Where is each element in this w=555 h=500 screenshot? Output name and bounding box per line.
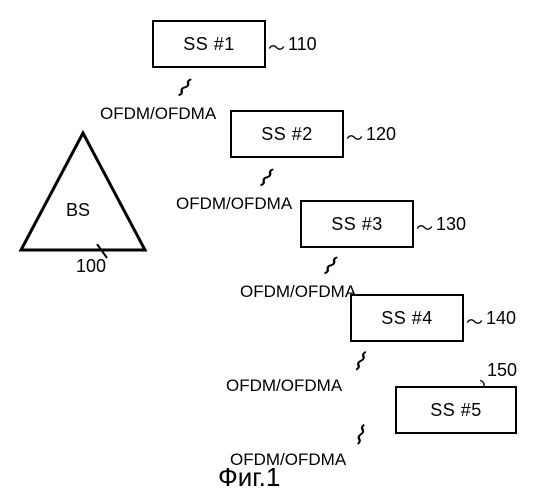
bs-ref: 100 — [76, 256, 106, 277]
signal-icon: ⌇ — [317, 251, 340, 280]
signal-icon: ⌇ — [349, 347, 368, 375]
ss3-ref: 130 — [436, 214, 466, 235]
ss5-label: SS #5 — [430, 400, 482, 421]
link3-label: OFDM/OFDMA — [240, 282, 356, 302]
ss2-ref: 120 — [366, 124, 396, 145]
signal-icon: ⌇ — [351, 421, 366, 448]
bs-label: BS — [66, 200, 90, 221]
bs-node — [18, 130, 148, 260]
ss4-node: SS #4 — [350, 294, 464, 342]
ss1-curly: 〜 — [268, 34, 285, 59]
ss2-label: SS #2 — [261, 124, 313, 145]
ss1-node: SS #1 — [152, 20, 266, 68]
ss2-curly: 〜 — [346, 124, 363, 149]
ss1-label: SS #1 — [183, 34, 235, 55]
ss3-label: SS #3 — [331, 214, 383, 235]
signal-icon: ⌇ — [253, 163, 276, 192]
signal-icon: ⌇ — [171, 73, 194, 102]
link1-label: OFDM/OFDMA — [100, 104, 216, 124]
ss3-curly: 〜 — [416, 214, 433, 239]
diagram-stage: BS 100 SS #1 〜 110 ⌇ OFDM/OFDMA SS #2 〜 … — [0, 0, 555, 500]
link4-label: OFDM/OFDMA — [226, 376, 342, 396]
ss3-node: SS #3 — [300, 200, 414, 248]
figure-label: Фиг.1 — [218, 462, 280, 493]
ss4-curly: 〜 — [466, 308, 483, 333]
ss2-node: SS #2 — [230, 110, 344, 158]
ss4-label: SS #4 — [381, 308, 433, 329]
ss4-ref: 140 — [486, 308, 516, 329]
link2-label: OFDM/OFDMA — [176, 194, 292, 214]
ss1-ref: 110 — [288, 34, 317, 55]
ss5-node: SS #5 — [395, 386, 517, 434]
